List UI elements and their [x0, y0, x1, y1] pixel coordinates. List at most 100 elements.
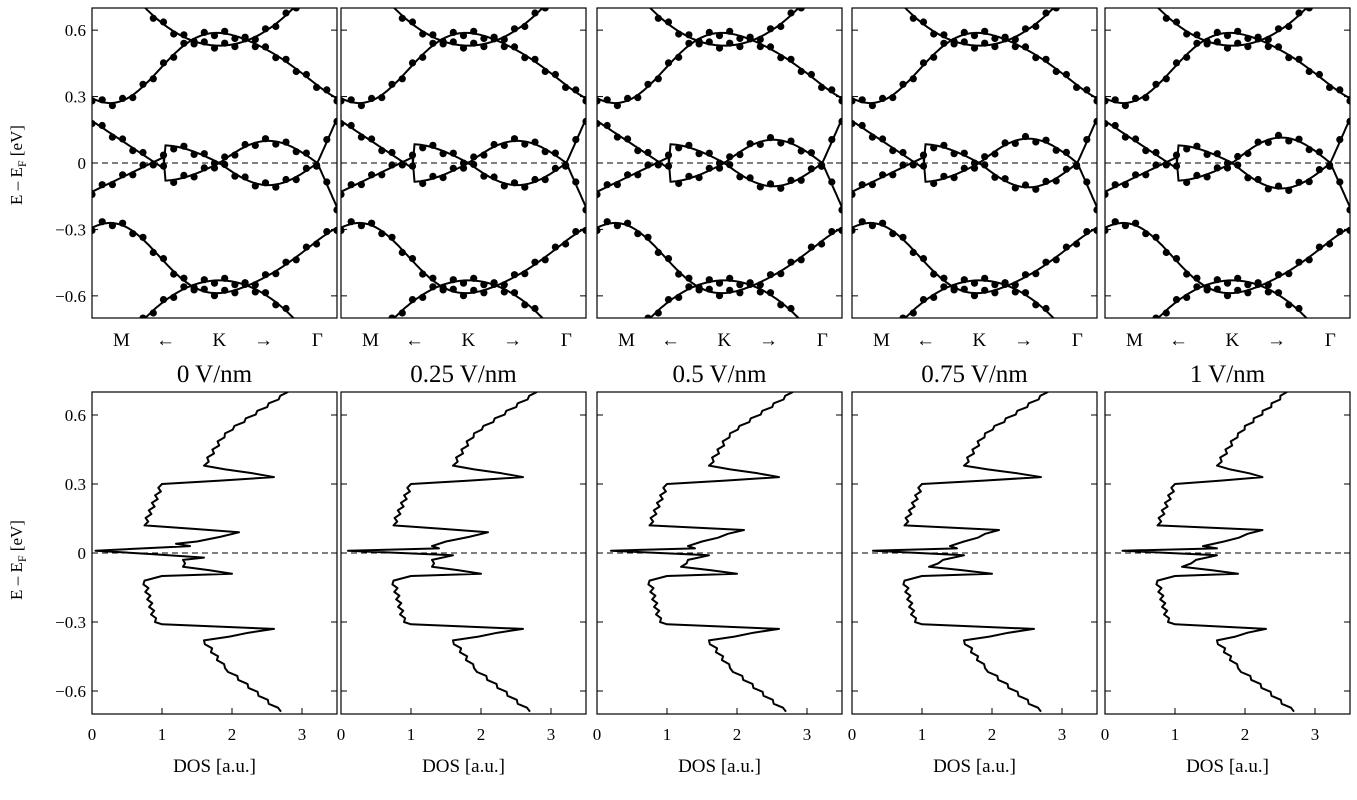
band-data-point: [439, 174, 447, 182]
band-data-point: [282, 258, 290, 266]
band-data-point: [1152, 233, 1160, 241]
band-data-point: [1083, 178, 1091, 186]
band-data-point: [170, 293, 178, 301]
band-data-point: [500, 281, 508, 289]
band-data-point: [705, 149, 713, 157]
band-data-point: [644, 233, 652, 241]
band-data-point: [1223, 164, 1232, 172]
band-data-point: [510, 135, 519, 143]
band-data-point: [292, 256, 300, 264]
y-tick-label: −0.6: [55, 682, 86, 701]
band-data-point: [1346, 226, 1350, 234]
band-data-point: [1105, 226, 1109, 234]
band-data-point: [726, 161, 734, 169]
band-data-point: [210, 164, 219, 172]
band-data-point: [170, 145, 178, 153]
band-line: [1105, 31, 1350, 105]
dos-plot-area: [92, 392, 337, 713]
band-data-point: [1032, 22, 1040, 31]
band-data-point: [919, 18, 928, 26]
band-data-point: [685, 283, 693, 291]
band-panel: M ← K → Γ: [1104, 7, 1351, 351]
band-data-point: [129, 230, 137, 238]
band-data-point: [746, 279, 754, 287]
band-data-point: [1244, 281, 1252, 289]
dos-plot-area: [597, 392, 842, 713]
band-data-point: [429, 283, 437, 291]
dos-xlabel: DOS [a.u.]: [933, 756, 1016, 777]
band-data-point: [1346, 117, 1350, 125]
kpath-label: →: [503, 330, 522, 351]
band-data-point: [119, 94, 127, 102]
band-data-point: [531, 55, 539, 63]
kpath-label: K: [213, 330, 227, 351]
kpath-label: ←: [661, 330, 680, 351]
band-data-point: [766, 180, 775, 188]
band-data-point: [408, 18, 417, 26]
band-data-point: [1274, 131, 1283, 139]
band-data-point: [909, 14, 917, 22]
band-data-point: [149, 161, 157, 169]
band-data-point: [807, 70, 816, 79]
band-data-point: [388, 148, 396, 157]
band-data-point: [970, 44, 979, 52]
band-data-point: [634, 230, 642, 238]
band-data-point: [398, 14, 406, 22]
band-data-point: [746, 33, 754, 41]
band-data-point: [726, 274, 734, 282]
band-data-point: [282, 9, 290, 17]
band-data-point: [368, 94, 376, 102]
band-data-point: [480, 289, 488, 297]
band-data-point: [1001, 175, 1009, 183]
band-data-point: [1234, 286, 1242, 294]
band-data-point: [470, 286, 478, 294]
kpath-label: M: [1126, 330, 1143, 351]
band-data-point: [378, 147, 386, 155]
band-data-point: [868, 222, 877, 230]
band-data-point: [200, 150, 208, 158]
band-data-point: [221, 274, 229, 282]
band-data-point: [480, 43, 488, 51]
band-data-point: [510, 271, 519, 279]
band-data-point: [1162, 161, 1170, 169]
band-data-point: [726, 153, 734, 161]
band-data-point: [1315, 243, 1323, 251]
band-data-point: [510, 289, 519, 297]
band-data-point: [1001, 139, 1009, 147]
band-data-point: [1274, 43, 1283, 51]
band-data-point: [1274, 289, 1283, 297]
kpath-label: K: [718, 330, 732, 351]
band-line: [597, 31, 842, 105]
band-data-point: [419, 144, 427, 152]
band-data-point: [251, 141, 259, 149]
band-ylabel-unit: [eV]: [7, 125, 26, 156]
band-data-point: [624, 171, 632, 179]
dos-xlabel: DOS [a.u.]: [173, 756, 256, 777]
band-data-point: [119, 135, 127, 143]
band-data-point: [180, 274, 188, 282]
band-data-point: [200, 285, 208, 293]
band-data-point: [940, 274, 948, 282]
band-data-point: [429, 31, 437, 39]
band-data-point: [1121, 133, 1129, 141]
band-data-point: [261, 289, 270, 297]
band-data-point: [930, 270, 938, 278]
band-data-point: [879, 94, 887, 102]
band-data-point: [92, 120, 96, 128]
band-data-point: [1264, 288, 1272, 296]
band-data-point: [231, 34, 239, 43]
band-data-point: [1062, 165, 1070, 173]
band-data-point: [180, 142, 188, 150]
band-data-point: [521, 140, 529, 148]
band-data-point: [1011, 288, 1019, 296]
band-data-point: [766, 43, 775, 51]
x-tick-label: 0: [1101, 725, 1110, 744]
band-data-point: [1315, 166, 1323, 174]
band-data-point: [333, 226, 337, 234]
band-data-point: [1042, 177, 1050, 185]
band-data-point: [1234, 274, 1242, 282]
band-data-point: [787, 304, 795, 313]
band-data-point: [1295, 55, 1303, 63]
band-data-point: [180, 31, 188, 39]
x-tick-label: 2: [733, 725, 742, 744]
